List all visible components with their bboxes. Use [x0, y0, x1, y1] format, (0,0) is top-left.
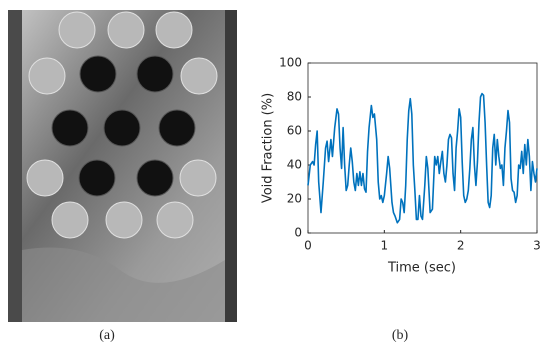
panel-label: (a)	[99, 328, 115, 343]
photo	[8, 10, 237, 322]
y-tick-label: 0	[294, 226, 302, 240]
y-tick-label: 60	[287, 124, 302, 138]
x-axis-label: Time (sec)	[387, 261, 456, 276]
y-tick-label: 20	[287, 192, 302, 206]
y-tick-label: 40	[287, 158, 302, 172]
x-tick-label: 0	[304, 239, 312, 253]
y-tick-label: 80	[287, 90, 302, 104]
x-tick-label: 1	[381, 239, 389, 253]
data-line	[307, 92, 538, 224]
panel-label: (b)	[392, 328, 409, 343]
x-tick-label: 2	[457, 239, 465, 253]
y-tick-label: 100	[279, 56, 302, 70]
x-tick-label: 3	[533, 239, 541, 253]
y-axis-label: Void Fraction (%)	[261, 93, 276, 203]
